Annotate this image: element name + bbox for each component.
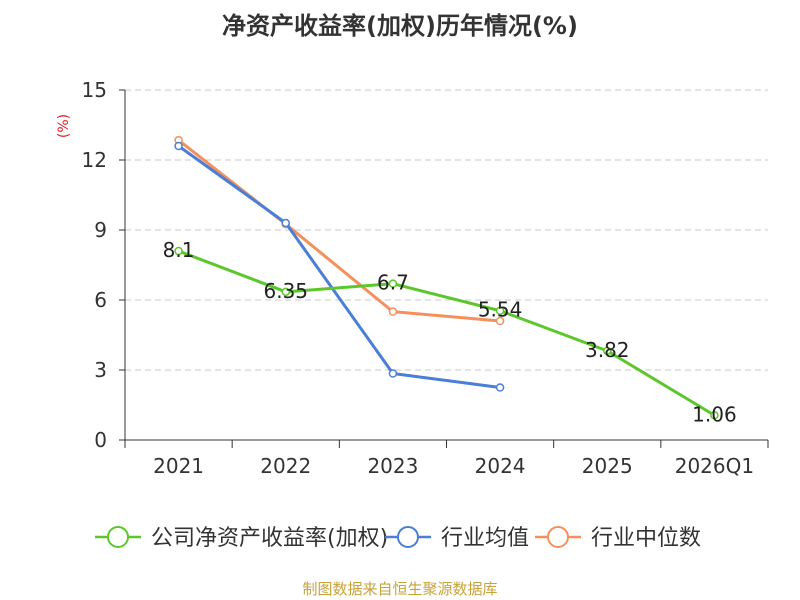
y-tick-label: 0 xyxy=(94,428,107,452)
data-point xyxy=(388,307,398,316)
data-point xyxy=(603,346,612,356)
data-point xyxy=(174,246,183,256)
y-tick-label: 9 xyxy=(94,218,107,242)
data-label: 3.82 xyxy=(585,338,630,362)
data-labels: 8.1 6.35 6.7 5.54 3.82 1.06 xyxy=(163,238,737,426)
series-lines xyxy=(174,135,719,420)
data-point xyxy=(281,287,290,297)
series-line xyxy=(177,144,501,389)
y-tick-label: 6 xyxy=(94,288,107,312)
series-line xyxy=(178,249,716,417)
legend-label: 行业均值 xyxy=(441,526,529,551)
data-label: 8.1 xyxy=(163,238,195,262)
legend-label: 行业中位数 xyxy=(591,526,701,551)
data-label: 6.35 xyxy=(263,279,308,303)
legend-swatch-marker xyxy=(547,526,569,548)
legend-item[interactable]: 行业均值 xyxy=(385,526,529,551)
x-tick-label: 2026Q1 xyxy=(675,454,754,478)
x-tick-label: 2022 xyxy=(260,454,311,478)
y-axis-label: (%) xyxy=(56,114,72,138)
data-point xyxy=(388,279,398,288)
x-tick-label: 2021 xyxy=(153,454,204,478)
data-point xyxy=(495,316,505,326)
legend-item[interactable]: 公司净资产收益率(加权) xyxy=(95,526,388,551)
x-tick-label: 2023 xyxy=(367,454,418,478)
data-point xyxy=(174,141,183,151)
x-tick-label: 2024 xyxy=(475,454,526,478)
chart-title: 净资产收益率(加权)历年情况(%) xyxy=(222,12,578,40)
data-label: 1.06 xyxy=(692,402,737,426)
data-source-note: 制图数据来自恒生聚源数据库 xyxy=(302,580,498,598)
data-label: 5.54 xyxy=(478,298,523,322)
y-tick-label: 3 xyxy=(94,358,107,382)
data-label: 6.7 xyxy=(377,271,409,295)
legend[interactable]: 公司净资产收益率(加权) 行业均值 行业中位数 xyxy=(95,526,701,551)
data-point xyxy=(710,411,719,420)
data-point xyxy=(495,383,505,392)
series-line xyxy=(177,138,501,323)
legend-swatch-marker xyxy=(397,526,419,548)
legend-swatch-marker xyxy=(107,526,129,548)
y-tick-label: 15 xyxy=(82,78,107,102)
x-tick-label: 2025 xyxy=(582,454,633,478)
y-tick-label: 12 xyxy=(82,148,107,172)
legend-label: 公司净资产收益率(加权) xyxy=(151,526,388,551)
legend-item[interactable]: 行业中位数 xyxy=(535,526,701,551)
data-point xyxy=(388,369,398,378)
data-point xyxy=(281,218,290,228)
grid-lines xyxy=(125,89,768,371)
axes: 0 3 6 9 12 15 2021 2022 2023 2024 2025 2026Q1 xyxy=(82,78,769,478)
data-point xyxy=(495,306,505,315)
